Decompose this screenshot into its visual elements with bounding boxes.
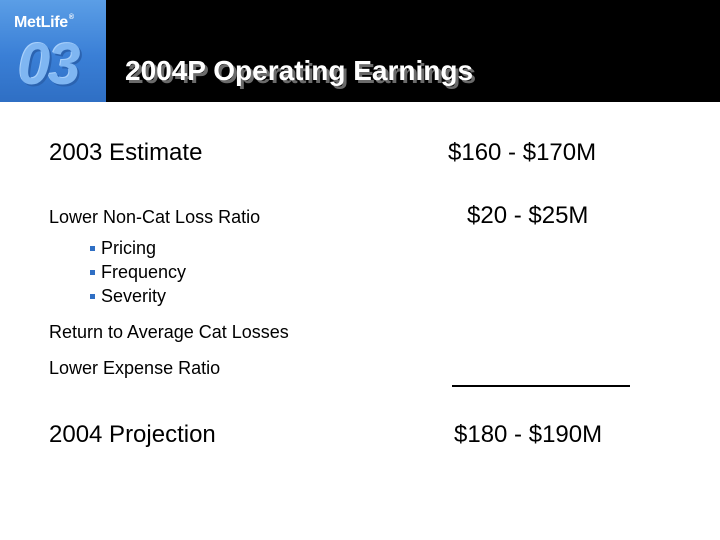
header-bar: MetLife® 03 2004P Operating Earnings — [0, 0, 720, 102]
bullet-item: Pricing — [90, 238, 156, 259]
bullet-item: Severity — [90, 286, 166, 307]
logo: MetLife® 03 — [0, 0, 106, 102]
bullet-square-icon — [90, 293, 95, 299]
bullet-square-icon — [90, 269, 95, 275]
noncat-value: $20 - $25M — [467, 202, 589, 229]
cat-label: Return to Average Cat Losses — [49, 322, 289, 342]
noncat-label: Lower Non-Cat Loss Ratio — [49, 207, 261, 227]
expense-label: Lower Expense Ratio — [49, 358, 221, 378]
estimate-label: 2003 Estimate — [49, 139, 203, 166]
estimate-value: $160 - $170M — [448, 139, 597, 166]
total-rule — [452, 385, 630, 387]
bullet-square-icon — [90, 245, 95, 251]
year-badge: 03 — [18, 32, 80, 97]
projection-label: 2004 Projection — [49, 421, 216, 448]
bullet-item: Frequency — [90, 262, 186, 283]
brand-name: MetLife® — [14, 14, 74, 31]
slide-title: 2004P Operating Earnings — [125, 55, 474, 86]
projection-value: $180 - $190M — [454, 421, 603, 448]
